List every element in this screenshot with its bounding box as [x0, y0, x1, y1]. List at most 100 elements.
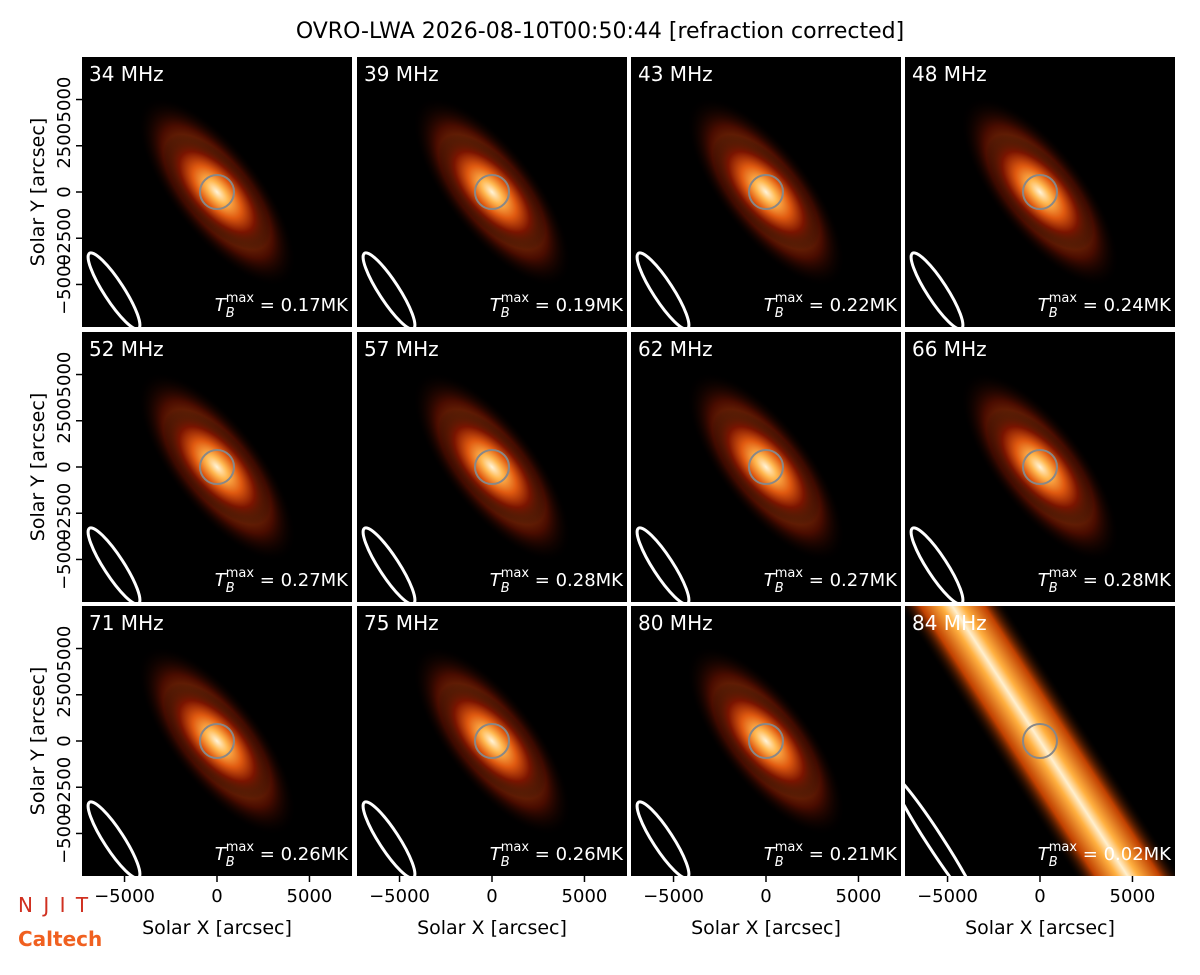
beam	[905, 772, 981, 876]
tmax-value: 0.28MK	[556, 570, 625, 591]
tmax-base: T	[490, 844, 503, 865]
panel-title: 43 MHz	[638, 62, 713, 86]
panel-title: 62 MHz	[638, 337, 713, 361]
tmax-base: T	[215, 844, 228, 865]
tmax-eq: =	[254, 295, 281, 316]
tmax-annotation: TBmax = 0.26MK	[215, 840, 349, 870]
panel-title: 52 MHz	[89, 337, 164, 361]
panel-title: 39 MHz	[364, 62, 439, 86]
panel-title: 71 MHz	[89, 611, 164, 635]
y-tick-label: −2500	[54, 483, 75, 544]
tmax-base: T	[1038, 570, 1051, 591]
tmax-sup: max	[1049, 291, 1078, 306]
solar-disk	[748, 174, 784, 210]
tmax-eq: =	[529, 844, 556, 865]
solar-disk	[474, 723, 510, 759]
x-tick-label: 5000	[287, 886, 333, 907]
y-axis-label: Solar Y [arcsec]	[27, 118, 49, 266]
solar-disk	[1022, 174, 1058, 210]
emission	[986, 134, 1094, 250]
tmax-sup: max	[226, 291, 255, 306]
logo-njit: N J I T	[18, 893, 90, 917]
y-tick-label: −5000	[54, 254, 75, 315]
beam	[86, 800, 142, 876]
y-tick-label: −2500	[54, 208, 75, 269]
y-tick-label: 2500	[54, 672, 75, 718]
solar-disk	[748, 449, 784, 485]
tmax-base: T	[764, 295, 777, 316]
panel-title: 48 MHz	[912, 62, 987, 86]
tmax-eq: =	[529, 570, 556, 591]
tmax-eq: =	[1077, 844, 1104, 865]
y-tick-label: −5000	[54, 803, 75, 864]
x-axis-label: Solar X [arcsec]	[417, 917, 567, 939]
tmax-sup: max	[226, 840, 255, 855]
panel-title: 66 MHz	[912, 337, 987, 361]
panel	[357, 606, 627, 876]
tmax-sub: B	[501, 855, 510, 870]
x-tick-label: 0	[1034, 886, 1045, 907]
tmax-value: 0.24MK	[1104, 295, 1173, 316]
tmax-base: T	[490, 570, 503, 591]
x-tick-label: −5000	[369, 886, 430, 907]
panel	[905, 332, 1175, 602]
emission-band	[905, 606, 1175, 876]
tmax-sub: B	[1049, 581, 1058, 596]
solar-disk	[1022, 723, 1058, 759]
tmax-sup: max	[501, 291, 530, 306]
y-tick-label: 5000	[54, 352, 75, 398]
x-tick-label: 0	[486, 886, 497, 907]
tmax-sub: B	[501, 306, 510, 321]
solar-disk	[199, 723, 235, 759]
panel	[631, 606, 901, 876]
y-axis-label: Solar Y [arcsec]	[27, 667, 49, 815]
tmax-value: 0.26MK	[556, 844, 625, 865]
y-tick-label: 0	[54, 735, 75, 746]
panel-title: 84 MHz	[912, 611, 987, 635]
tmax-sub: B	[1049, 855, 1058, 870]
beam	[635, 251, 691, 327]
tmax-annotation: TBmax = 0.19MK	[490, 291, 624, 321]
beam	[635, 526, 691, 602]
tmax-annotation: TBmax = 0.02MK	[1038, 840, 1172, 870]
x-axis-label: Solar X [arcsec]	[142, 917, 292, 939]
solar-disk	[474, 449, 510, 485]
tmax-eq: =	[254, 844, 281, 865]
beam	[361, 251, 417, 327]
emission	[163, 134, 271, 250]
tmax-sup: max	[775, 566, 804, 581]
tmax-sup: max	[775, 291, 804, 306]
tmax-annotation: TBmax = 0.28MK	[490, 566, 624, 596]
tmax-sub: B	[775, 855, 784, 870]
tmax-sup: max	[226, 566, 255, 581]
panel	[357, 57, 627, 327]
tmax-eq: =	[803, 570, 830, 591]
tmax-eq: =	[529, 295, 556, 316]
emission	[712, 134, 820, 250]
x-tick-label: −5000	[917, 886, 978, 907]
tmax-eq: =	[1077, 570, 1104, 591]
tmax-sup: max	[501, 840, 530, 855]
emission	[163, 409, 271, 525]
tmax-sub: B	[226, 581, 235, 596]
solar-disk	[199, 449, 235, 485]
panel	[905, 57, 1175, 327]
tmax-base: T	[764, 570, 777, 591]
panel-title: 57 MHz	[364, 337, 439, 361]
emission	[163, 683, 271, 799]
figure-title: OVRO-LWA 2026-08-10T00:50:44 [refraction…	[296, 19, 904, 44]
beam	[909, 251, 965, 327]
x-tick-label: 5000	[562, 886, 608, 907]
beam	[361, 800, 417, 876]
tmax-sub: B	[775, 306, 784, 321]
tmax-base: T	[215, 295, 228, 316]
tmax-value: 0.26MK	[281, 844, 350, 865]
solar-disk	[748, 723, 784, 759]
tmax-base: T	[1038, 844, 1051, 865]
x-tick-label: −5000	[643, 886, 704, 907]
panel	[631, 332, 901, 602]
tmax-base: T	[215, 570, 228, 591]
emission	[986, 409, 1094, 525]
x-axis-label: Solar X [arcsec]	[691, 917, 841, 939]
